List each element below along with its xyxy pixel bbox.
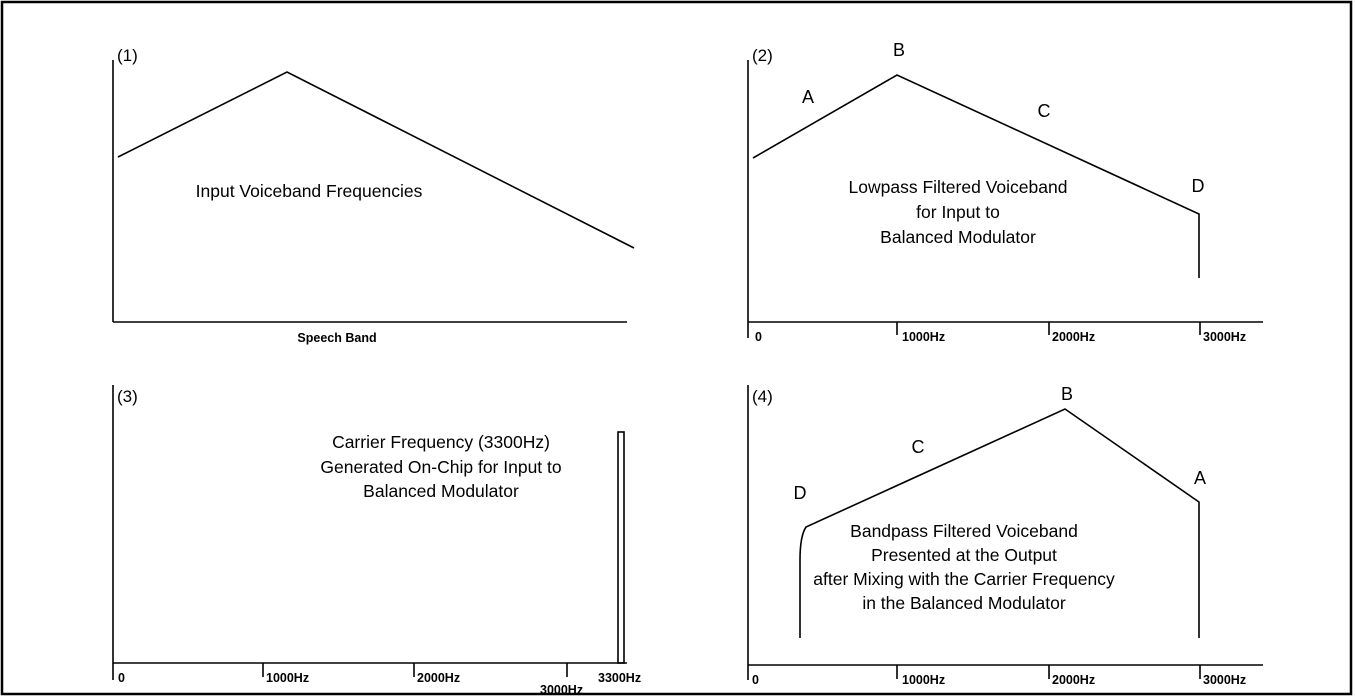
- panel-3-carrier-bar: [617, 431, 625, 664]
- panel-2-letter-c: C: [1038, 101, 1051, 121]
- panel-2-letter-d: D: [1192, 176, 1205, 196]
- panel-2-spectrum-curve: [752, 74, 1200, 278]
- panel-2-caption-line-3: Balanced Modulator: [880, 227, 1036, 247]
- panel-3-caption-line-3: Balanced Modulator: [363, 481, 519, 501]
- panel-3-caption-line-1: Carrier Frequency (3300Hz): [332, 432, 550, 452]
- panel-2-letter-b: B: [893, 40, 905, 60]
- panel-1: (1) Input Voiceband Frequencies Speech B…: [112, 46, 635, 345]
- panel-2-tick-label-2000: 2000Hz: [1052, 330, 1095, 344]
- panel-1-label: (1): [117, 46, 138, 65]
- panel-3-tick-label-3000: 3000Hz: [540, 683, 583, 697]
- panel-4-tick-label-0: 0: [752, 673, 759, 687]
- panel-4-letter-d: D: [794, 483, 807, 503]
- panel-2-tick-label-3000: 3000Hz: [1203, 330, 1246, 344]
- panel-2-caption-line-2: for Input to: [916, 202, 1000, 222]
- panel-1-axis-label: Speech Band: [297, 331, 376, 345]
- panel-4-tick-label-2000: 2000Hz: [1052, 673, 1095, 687]
- panel-2-caption-line-1: Lowpass Filtered Voiceband: [849, 177, 1068, 197]
- panel-4-tick-label-1000: 1000Hz: [902, 673, 945, 687]
- panel-4-caption-line-4: in the Balanced Modulator: [862, 593, 1065, 613]
- panel-4-caption-line-1: Bandpass Filtered Voiceband: [850, 521, 1078, 541]
- panel-3-label: (3): [117, 387, 138, 406]
- panel-3: (3) Carrier Frequency (3300Hz) Generated…: [112, 385, 641, 697]
- panel-4-spectrum-curve: [799, 408, 1200, 638]
- panel-2-letter-a: A: [802, 87, 814, 107]
- panel-2-tick-label-0: 0: [755, 330, 762, 344]
- panel-3-tick-label-2000: 2000Hz: [417, 671, 460, 685]
- panel-4-tick-label-3000: 3000Hz: [1203, 673, 1246, 687]
- panel-4-letter-c: C: [912, 437, 925, 457]
- panel-4-caption-line-3: after Mixing with the Carrier Frequency: [813, 569, 1115, 589]
- panel-3-tick-label-3300: 3300Hz: [598, 671, 641, 685]
- panel-4-letter-b: B: [1061, 384, 1073, 404]
- panel-4-label: (4): [752, 387, 773, 406]
- panel-4-caption-line-2: Presented at the Output: [871, 545, 1057, 565]
- panel-2-label: (2): [752, 46, 773, 65]
- panel-1-spectrum-curve: [117, 71, 635, 249]
- panel-4-letter-a: A: [1194, 468, 1206, 488]
- panel-2: (2) A B C D Lowpass Filtered Voiceband f…: [747, 40, 1263, 344]
- panel-3-caption-line-2: Generated On-Chip for Input to: [320, 457, 561, 477]
- panel-4: (4) A B C D Bandpass Filtered Voiceband …: [747, 384, 1263, 687]
- panel-1-caption: Input Voiceband Frequencies: [196, 181, 423, 201]
- panel-3-tick-label-0: 0: [118, 671, 125, 685]
- panel-3-tick-label-1000: 1000Hz: [266, 671, 309, 685]
- panel-2-tick-label-1000: 1000Hz: [902, 330, 945, 344]
